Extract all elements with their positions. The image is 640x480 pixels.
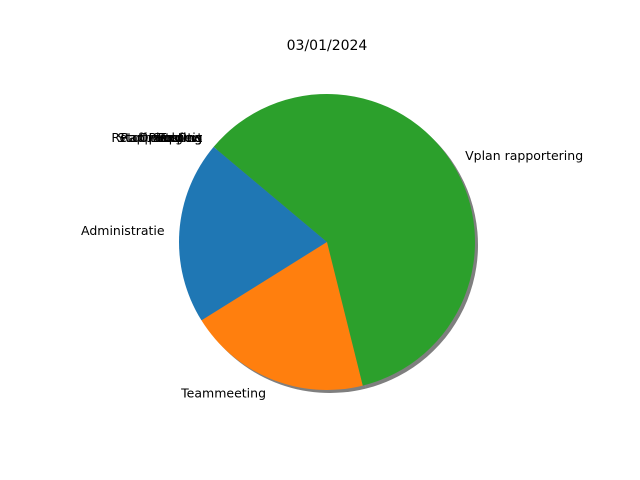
label-support: Support — [153, 130, 203, 145]
slice-teammeeting — [201, 242, 363, 390]
label-opvolging: Opvolging — [139, 130, 203, 145]
pie-slices — [178, 93, 475, 390]
slice-vplan-rapportering — [213, 93, 475, 386]
label-administratie: Administratie — [81, 223, 165, 238]
label-review: Review — [158, 130, 203, 145]
label-vplan-rapportering: Vplan rapportering — [465, 148, 583, 163]
label-teammeeting: Teammeeting — [180, 385, 266, 400]
label-planning: Planning — [148, 130, 202, 145]
label-testing: Testing — [157, 130, 202, 145]
label-staff-meeting: Staff meeting — [117, 130, 202, 145]
slice-administratie — [178, 146, 327, 321]
label-otis: Otis — [178, 130, 203, 145]
label-rapportering: Rapportering — [121, 130, 203, 145]
chart-title: 03/01/2024 — [287, 38, 368, 54]
pie-labels: Administratie Teammeeting Vplan rapporteri… — [81, 130, 583, 401]
label-retourzending: Retourzending — [111, 130, 202, 145]
